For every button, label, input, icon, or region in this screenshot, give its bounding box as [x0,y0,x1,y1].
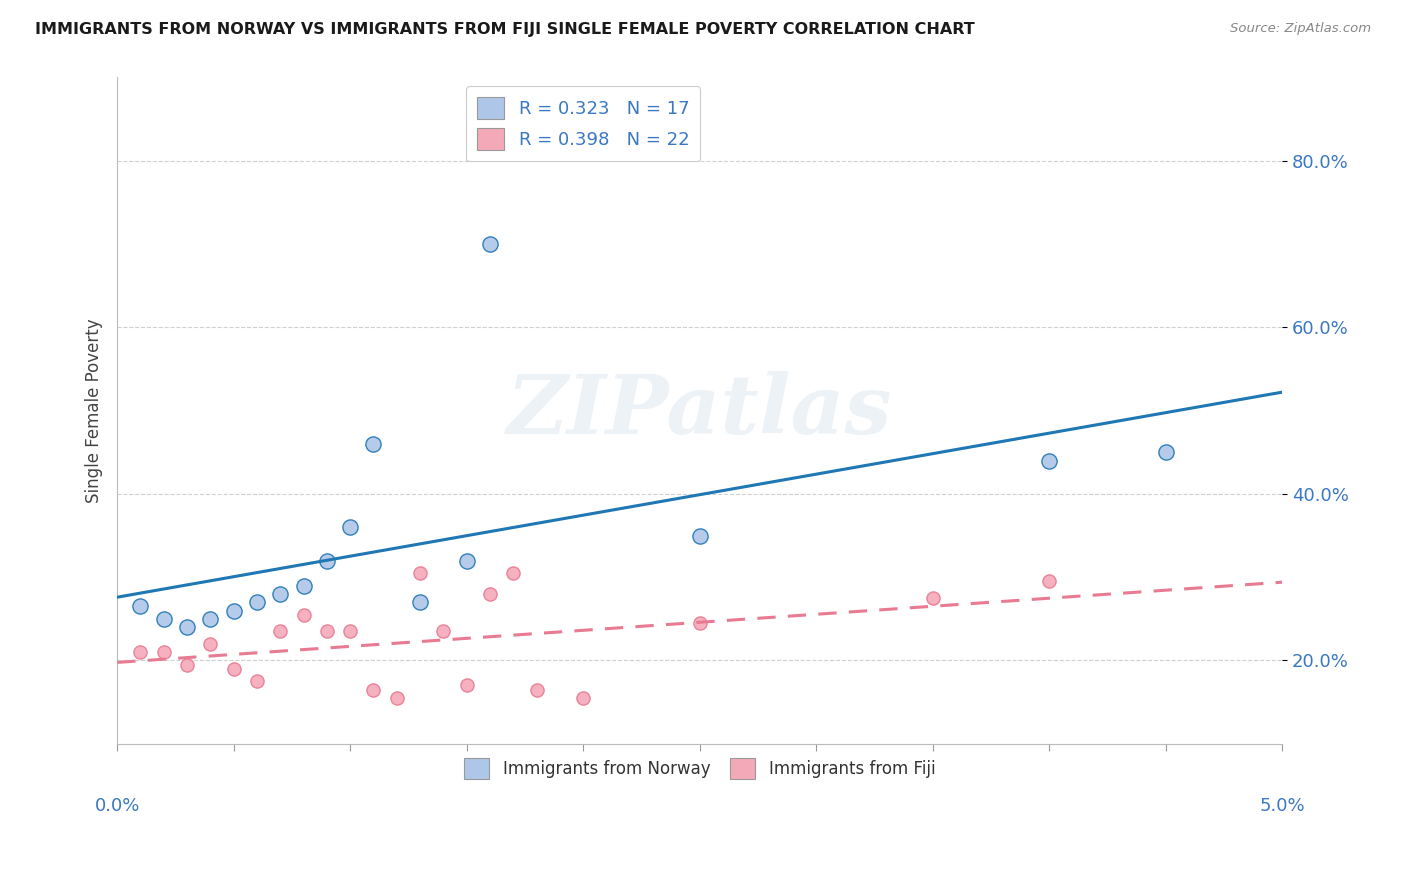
Point [1154,445,1177,459]
Point [432,624,454,639]
Point [456,678,478,692]
Point [315,553,337,567]
Point [479,237,502,252]
Point [152,645,174,659]
Point [479,587,502,601]
Point [526,682,548,697]
Text: IMMIGRANTS FROM NORWAY VS IMMIGRANTS FROM FIJI SINGLE FEMALE POVERTY CORRELATION: IMMIGRANTS FROM NORWAY VS IMMIGRANTS FRO… [35,22,974,37]
Point [200,637,222,651]
Point [339,520,361,534]
Point [222,662,245,676]
Text: 0.0%: 0.0% [94,797,139,814]
Point [269,624,291,639]
Point [385,690,408,705]
Point [1038,453,1060,467]
Point [363,437,385,451]
Point [1038,574,1060,589]
Point [222,603,245,617]
Point [689,528,711,542]
Point [409,566,432,580]
Point [246,674,269,689]
Point [269,587,291,601]
Legend: Immigrants from Norway, Immigrants from Fiji: Immigrants from Norway, Immigrants from … [457,752,942,786]
Point [409,595,432,609]
Point [502,566,524,580]
Point [572,690,595,705]
Text: 5.0%: 5.0% [1260,797,1305,814]
Point [689,615,711,630]
Text: Source: ZipAtlas.com: Source: ZipAtlas.com [1230,22,1371,36]
Point [246,595,269,609]
Point [363,682,385,697]
Point [152,612,174,626]
Point [292,607,315,622]
Point [176,657,198,672]
Point [176,620,198,634]
Text: ZIPatlas: ZIPatlas [508,370,893,450]
Point [921,591,943,605]
Point [129,599,152,614]
Point [339,624,361,639]
Y-axis label: Single Female Poverty: Single Female Poverty [86,318,103,503]
Point [456,553,478,567]
Point [200,612,222,626]
Point [129,645,152,659]
Point [292,578,315,592]
Point [315,624,337,639]
